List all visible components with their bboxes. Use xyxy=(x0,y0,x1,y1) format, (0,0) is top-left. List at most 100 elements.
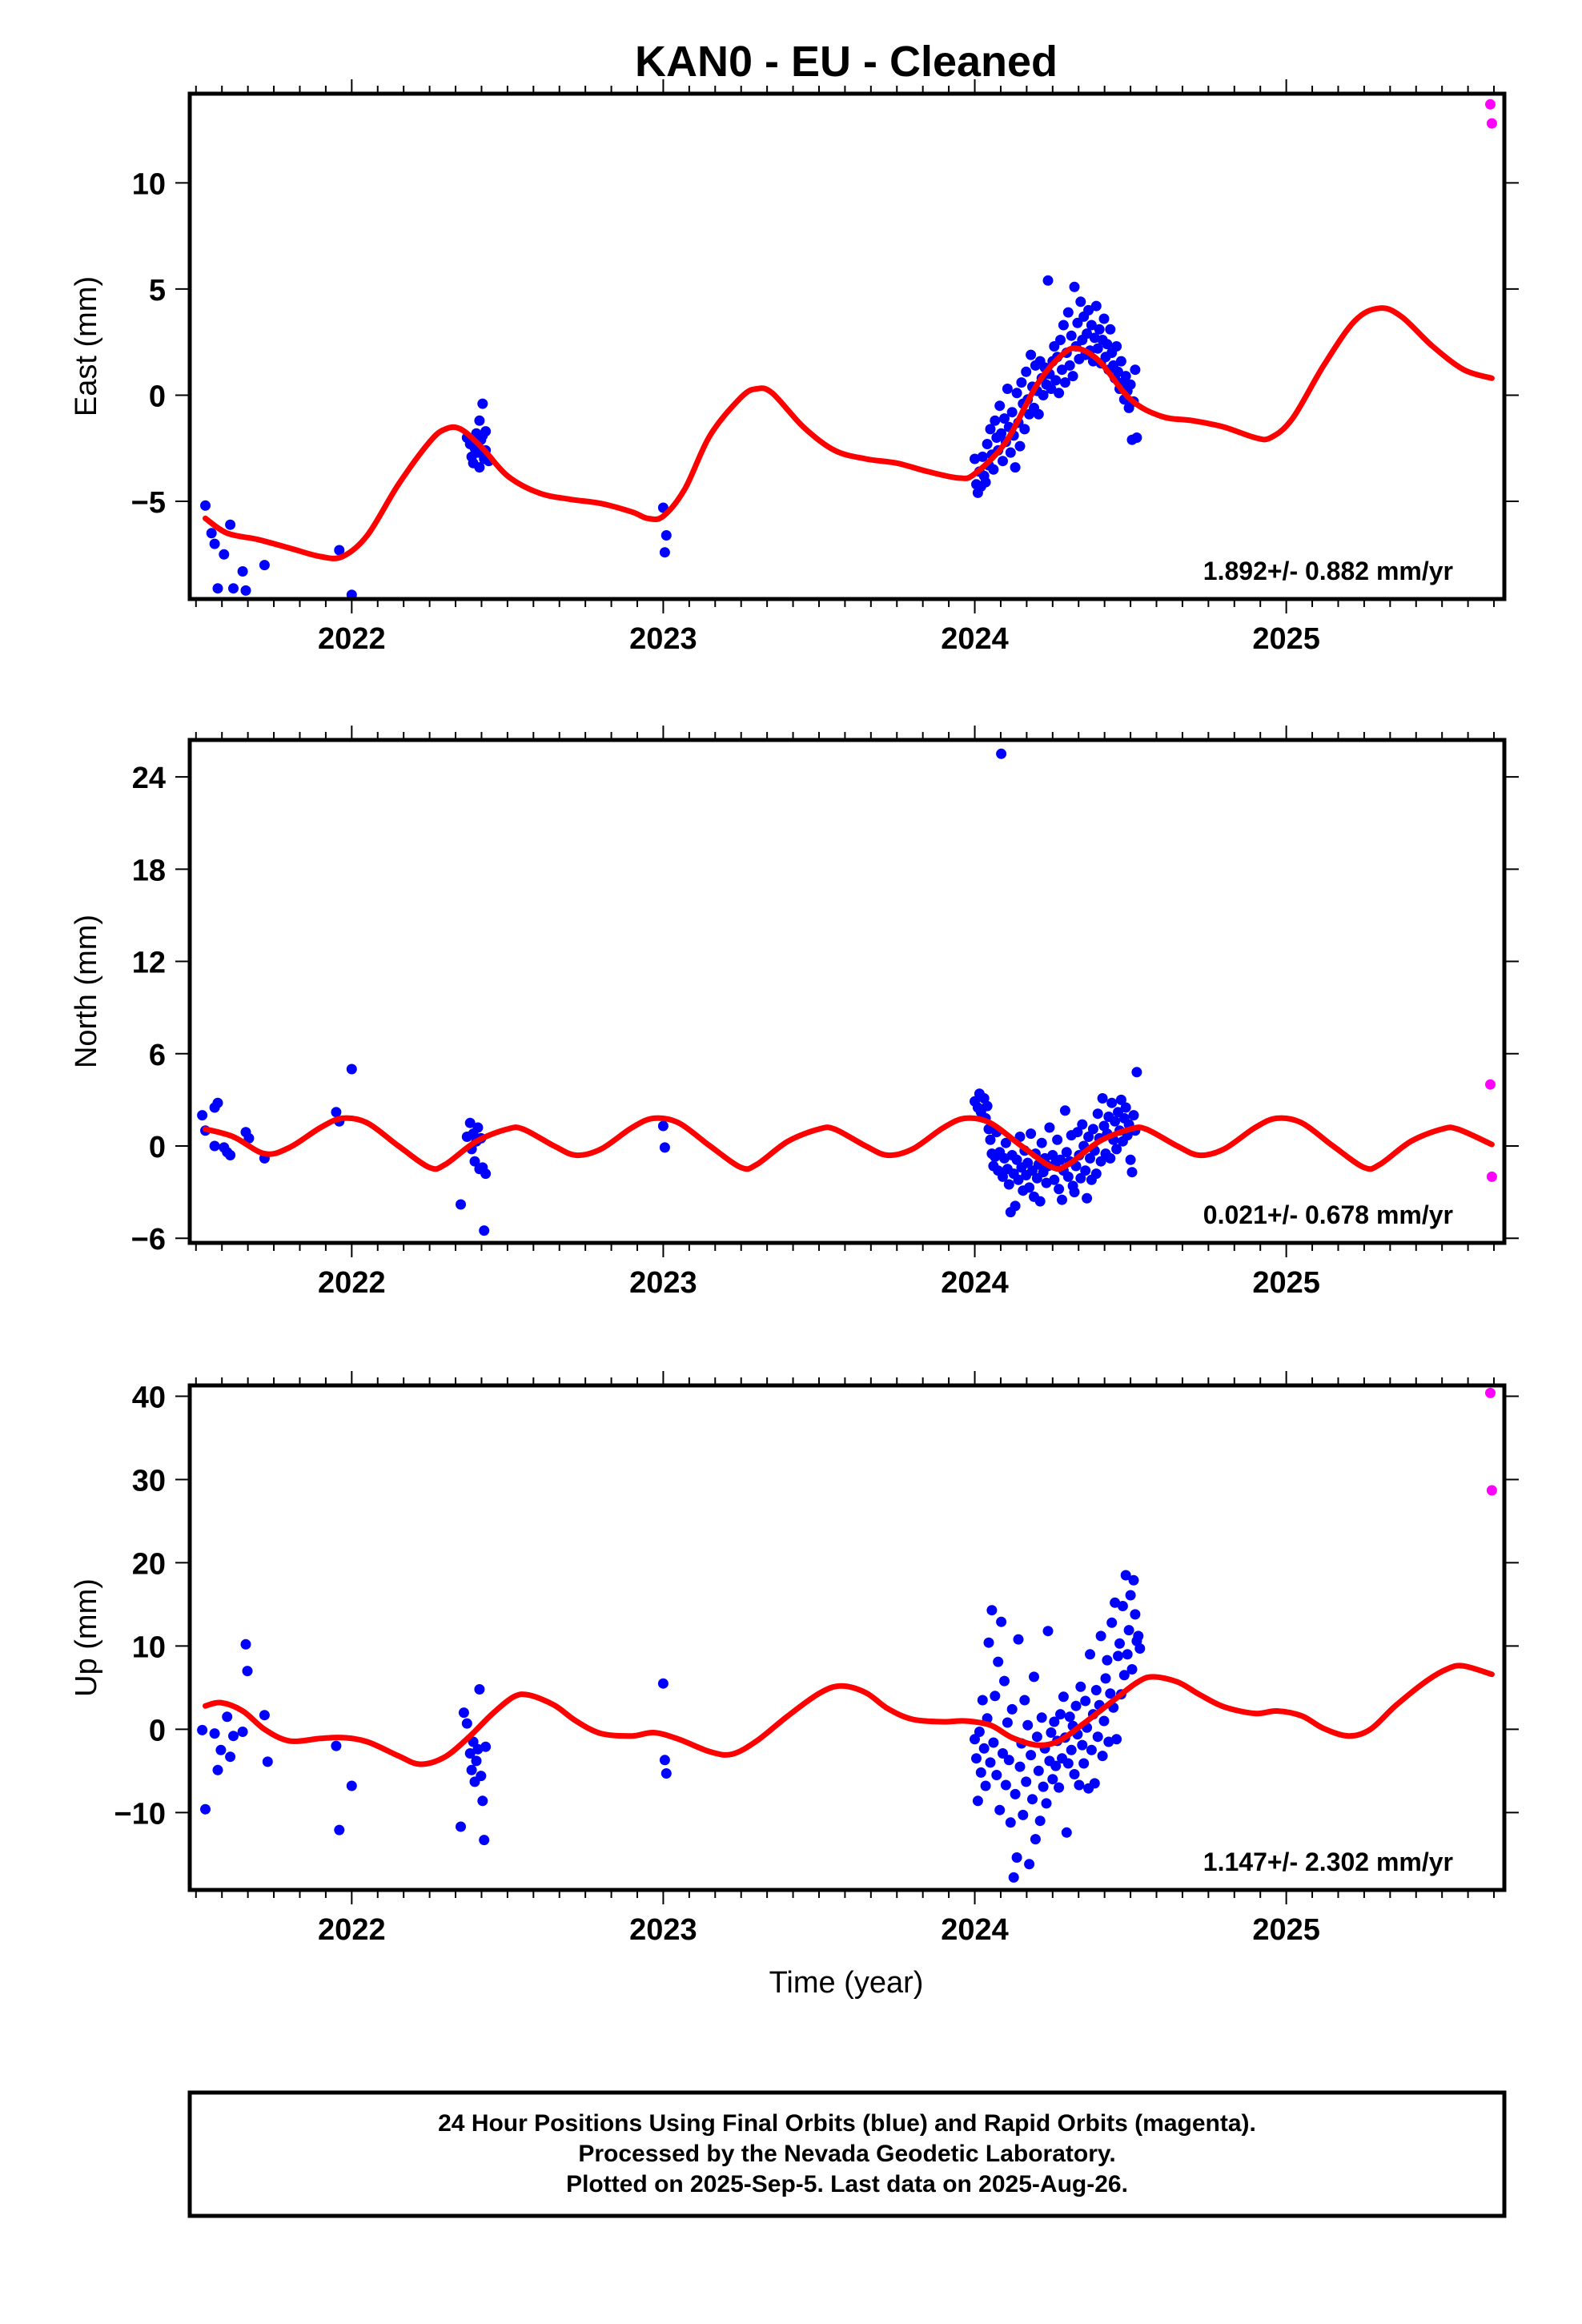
y-tick-label: 0 xyxy=(149,1714,166,1747)
final-orbit-point xyxy=(474,462,485,473)
y-tick-label: 24 xyxy=(132,762,166,795)
final-orbit-point xyxy=(1011,1852,1022,1863)
final-orbit-point xyxy=(1019,1695,1030,1706)
final-orbit-point xyxy=(1055,1709,1066,1720)
final-orbit-point xyxy=(1038,1781,1049,1792)
final-orbit-point xyxy=(1126,1167,1138,1178)
final-orbit-point xyxy=(1038,390,1049,400)
final-orbit-point xyxy=(1126,1664,1138,1675)
final-orbit-point xyxy=(1111,1734,1122,1745)
final-orbit-point xyxy=(1026,1128,1037,1140)
final-orbit-point xyxy=(331,1740,342,1751)
final-orbit-point xyxy=(1049,1716,1060,1727)
y-tick-label: 20 xyxy=(132,1547,166,1581)
final-orbit-point xyxy=(1106,1097,1118,1108)
final-orbit-point xyxy=(1122,1649,1133,1660)
final-orbit-point xyxy=(200,500,211,511)
x-tick-label: 2024 xyxy=(941,1266,1009,1300)
final-orbit-point xyxy=(972,1795,983,1807)
final-orbit-point xyxy=(1062,1758,1074,1769)
final-orbit-point xyxy=(1033,408,1044,420)
panel-frame xyxy=(187,91,1507,601)
final-orbit-point xyxy=(1117,1601,1128,1611)
final-orbit-point xyxy=(974,1727,985,1737)
final-orbit-point xyxy=(1125,1590,1136,1601)
final-orbit-point xyxy=(237,1727,248,1737)
final-orbit-point xyxy=(1120,1102,1131,1113)
final-orbit-point xyxy=(469,1156,480,1167)
final-orbit-point xyxy=(474,415,485,426)
final-orbit-point xyxy=(1008,1872,1019,1883)
final-orbit-point xyxy=(456,1821,466,1832)
footer-frame xyxy=(187,2090,1507,2218)
model-fit-curve xyxy=(203,1115,1495,1172)
final-orbit-point xyxy=(461,1718,472,1729)
final-orbit-point xyxy=(1041,1177,1052,1188)
final-orbit-point xyxy=(1002,1717,1013,1728)
final-orbit-point xyxy=(1069,1769,1080,1779)
final-orbit-point xyxy=(1125,1154,1136,1165)
final-orbit-point xyxy=(983,1637,994,1648)
final-orbit-point xyxy=(999,413,1010,424)
final-orbit-point xyxy=(1005,1817,1016,1828)
final-orbit-point xyxy=(1092,1731,1103,1743)
model-fit-curve xyxy=(203,305,1495,561)
final-orbit-point xyxy=(1019,424,1030,435)
final-orbit-point xyxy=(1075,1681,1086,1692)
final-orbit-point xyxy=(659,547,670,558)
final-orbit-point xyxy=(1094,324,1105,335)
final-orbit-point xyxy=(225,519,236,530)
final-orbit-point xyxy=(1021,1776,1032,1787)
final-orbit-point xyxy=(996,748,1007,759)
final-orbit-point xyxy=(1100,1673,1111,1684)
final-orbit-point xyxy=(480,426,492,437)
y-tick-label: 5 xyxy=(149,274,166,308)
final-orbit-point xyxy=(222,1711,233,1723)
final-orbit-point xyxy=(1042,1626,1054,1637)
final-orbit-point xyxy=(1069,1187,1080,1198)
final-orbit-point xyxy=(1042,275,1054,286)
final-orbit-point xyxy=(1041,1798,1052,1809)
final-orbit-point xyxy=(209,1728,220,1739)
final-orbit-point xyxy=(209,538,220,549)
final-orbit-point xyxy=(228,583,239,594)
final-orbit-point xyxy=(1082,1192,1093,1204)
final-orbit-point xyxy=(1000,1779,1011,1791)
footer-line: Processed by the Nevada Geodetic Laborat… xyxy=(578,2141,1115,2167)
final-orbit-point xyxy=(1095,1630,1106,1642)
final-orbit-point xyxy=(1055,335,1066,345)
final-orbit-point xyxy=(1086,320,1097,331)
final-orbit-point xyxy=(998,456,1008,467)
final-orbit-point xyxy=(1130,364,1141,376)
final-orbit-point xyxy=(1052,1134,1063,1145)
final-orbit-point xyxy=(1102,1655,1113,1666)
final-orbit-point xyxy=(477,1795,488,1807)
final-orbit-point xyxy=(1064,360,1075,371)
final-orbit-point xyxy=(1049,341,1060,352)
final-orbit-point xyxy=(985,424,996,435)
final-orbit-point xyxy=(466,1764,477,1775)
velocity-label: 0.021+/- 0.678 mm/yr xyxy=(1203,1200,1453,1229)
final-orbit-point xyxy=(982,439,993,449)
final-orbit-point xyxy=(1010,1200,1021,1212)
velocity-label: 1.147+/- 2.302 mm/yr xyxy=(1203,1848,1453,1876)
final-orbit-point xyxy=(1062,307,1074,318)
y-tick-label: 0 xyxy=(149,1131,166,1164)
final-orbit-point xyxy=(1057,364,1067,376)
final-orbit-point xyxy=(1022,1157,1034,1168)
final-orbit-point xyxy=(197,1724,208,1735)
final-orbit-point xyxy=(1105,1688,1116,1699)
final-orbit-point xyxy=(1066,330,1077,341)
final-orbit-point xyxy=(994,400,1006,412)
final-orbit-point xyxy=(1044,1122,1055,1133)
final-orbit-point xyxy=(480,1741,492,1752)
final-orbit-point xyxy=(262,1756,273,1767)
final-orbit-point xyxy=(1089,332,1100,344)
final-orbit-point xyxy=(1014,1761,1026,1772)
final-orbit-point xyxy=(480,1168,492,1180)
final-orbit-point xyxy=(225,1150,236,1160)
final-orbit-point xyxy=(1083,304,1094,316)
final-orbit-point xyxy=(988,1737,999,1748)
final-orbit-point xyxy=(212,583,223,594)
rapid-orbit-point xyxy=(1486,118,1497,129)
